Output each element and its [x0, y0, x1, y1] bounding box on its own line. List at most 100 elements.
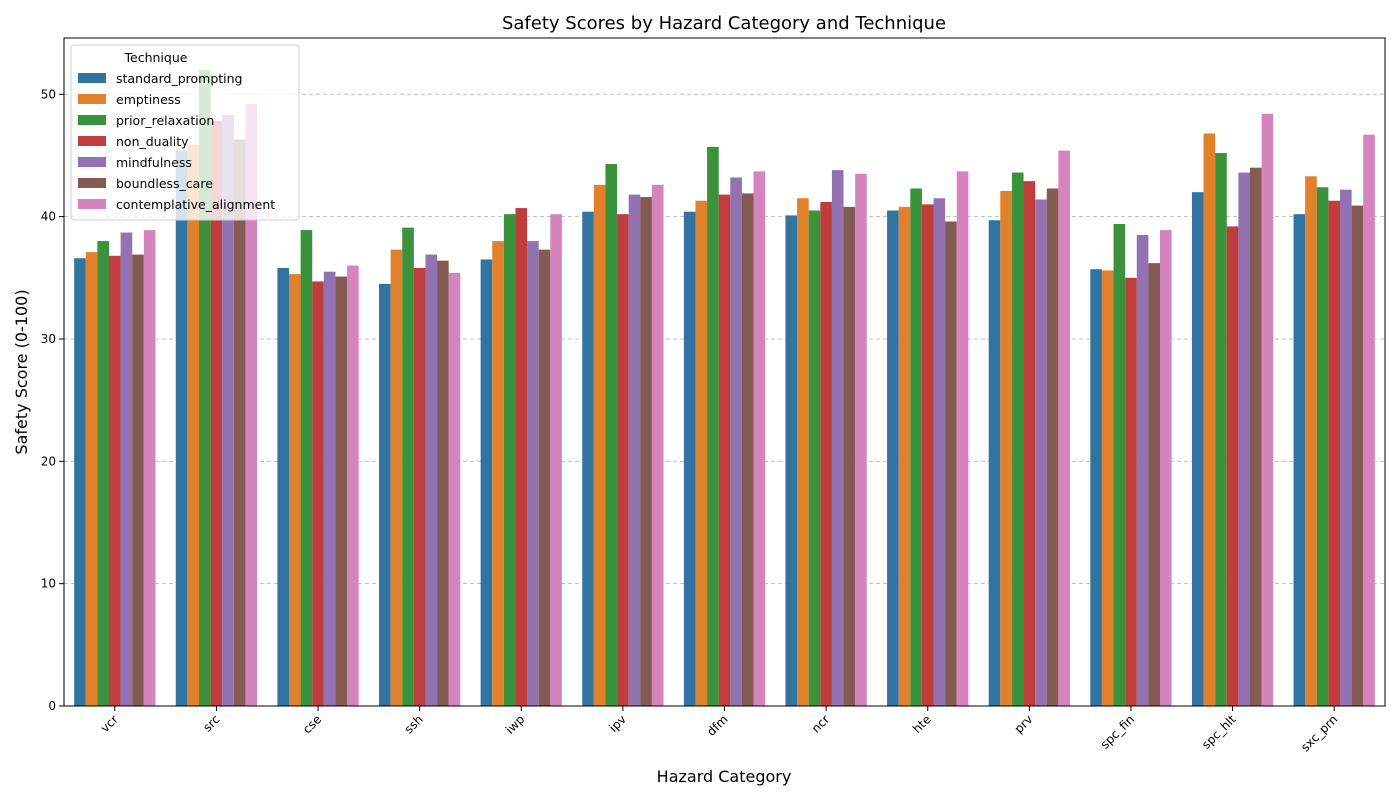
bar-hte-prior_relaxation [910, 188, 922, 706]
x-tick-label: ncr [809, 712, 832, 735]
bar-src-prior_relaxation [199, 69, 211, 707]
bar-dfm-boundless_care [741, 193, 754, 706]
bar-dfm-non_duality [718, 194, 731, 706]
y-tick-label: 10 [41, 577, 56, 591]
x-tick-label: spc_hlt [1199, 712, 1239, 752]
bar-dfm-standard_prompting [683, 211, 696, 706]
bar-dfm-prior_relaxation [707, 146, 719, 706]
bar-prv-mindfulness [1035, 199, 1047, 706]
bar-src-boundless_care [233, 139, 246, 707]
bar-iwp-non_duality [515, 208, 528, 707]
bar-prv-standard_prompting [988, 220, 1001, 707]
x-tick-label: cse [300, 712, 324, 736]
y-tick-label: 40 [41, 210, 56, 224]
bar-ssh-prior_relaxation [402, 227, 414, 706]
legend-swatch-mindfulness [78, 157, 106, 167]
legend-swatch-emptiness [78, 94, 106, 104]
bar-hte-non_duality [921, 204, 934, 706]
bar-src-non_duality [210, 121, 223, 706]
y-axis-label: Safety Score (0-100) [12, 289, 31, 454]
bar-iwp-boundless_care [538, 249, 551, 706]
legend-swatch-standard_prompting [78, 73, 106, 83]
bar-spc_hlt-contemplative_alignment [1261, 113, 1274, 707]
legend-label-non_duality: non_duality [116, 134, 189, 149]
bar-hte-mindfulness [933, 198, 946, 706]
bar-dfm-mindfulness [730, 177, 742, 706]
bar-hte-emptiness [898, 206, 911, 707]
bar-prv-boundless_care [1046, 188, 1059, 706]
bar-iwp-prior_relaxation [503, 214, 516, 706]
x-axis-label: Hazard Category [657, 767, 792, 786]
legend-label-standard_prompting: standard_prompting [116, 71, 242, 86]
y-tick-label: 30 [41, 332, 56, 346]
bar-vcr-contemplative_alignment [143, 230, 156, 707]
y-tick-label: 20 [41, 454, 56, 468]
bar-spc_fin-contemplative_alignment [1159, 230, 1172, 707]
bar-spc_fin-boundless_care [1148, 263, 1160, 706]
bar-spc_hlt-prior_relaxation [1215, 153, 1227, 706]
bar-ipv-standard_prompting [582, 211, 594, 706]
bar-sxc_prn-emptiness [1305, 176, 1317, 706]
bar-ssh-mindfulness [425, 254, 438, 707]
bar-ssh-standard_prompting [379, 283, 391, 706]
bar-prv-contemplative_alignment [1058, 150, 1070, 707]
legend-swatch-prior_relaxation [78, 115, 106, 125]
bar-spc_fin-mindfulness [1136, 234, 1149, 706]
y-tick-label: 0 [48, 699, 56, 713]
bar-spc_hlt-boundless_care [1249, 167, 1262, 706]
bar-vcr-prior_relaxation [97, 241, 110, 707]
legend-label-contemplative_alignment: contemplative_alignment [116, 197, 275, 212]
bar-hte-boundless_care [945, 221, 957, 706]
legend-label-mindfulness: mindfulness [116, 155, 192, 170]
bar-sxc_prn-boundless_care [1351, 205, 1364, 706]
bar-ipv-boundless_care [640, 197, 652, 707]
bar-vcr-standard_prompting [74, 258, 86, 706]
legend: Technique standard_prompting emptiness prio… [70, 44, 300, 221]
bar-cse-prior_relaxation [300, 230, 313, 707]
bar-ncr-contemplative_alignment [855, 173, 867, 707]
bar-spc_hlt-standard_prompting [1191, 192, 1204, 707]
bar-src-emptiness [187, 144, 200, 706]
bar-ipv-emptiness [593, 184, 606, 707]
bar-ncr-prior_relaxation [808, 210, 821, 706]
bar-spc_hlt-mindfulness [1238, 172, 1250, 707]
bar-cse-standard_prompting [277, 268, 290, 706]
bar-vcr-non_duality [109, 255, 121, 706]
legend-title: Technique [124, 50, 188, 65]
x-tick-label: sxc_prn [1298, 712, 1340, 754]
x-tick-label: src [200, 712, 222, 734]
bar-hte-standard_prompting [887, 210, 899, 706]
bar-iwp-mindfulness [527, 241, 539, 707]
y-tick-label: 50 [41, 87, 56, 101]
legend-swatch-boundless_care [78, 178, 106, 188]
bar-sxc_prn-prior_relaxation [1316, 187, 1329, 706]
bar-dfm-emptiness [695, 200, 708, 706]
bar-sxc_prn-standard_prompting [1293, 214, 1306, 706]
x-tick-label: spc_fin [1098, 712, 1137, 751]
bar-ssh-contemplative_alignment [448, 272, 461, 706]
bar-cse-mindfulness [323, 271, 336, 706]
bar-ssh-non_duality [413, 268, 426, 706]
bar-prv-non_duality [1023, 181, 1036, 707]
bar-src-standard_prompting [175, 150, 188, 707]
x-tick-label: iwp [503, 712, 528, 737]
bar-spc_hlt-non_duality [1226, 226, 1239, 706]
bars-layer [74, 69, 1375, 707]
chart-title: Safety Scores by Hazard Category and Tec… [502, 13, 946, 34]
x-tick-label: dfm [704, 712, 731, 739]
bar-ncr-boundless_care [843, 206, 856, 707]
legend-swatch-contemplative_alignment [78, 199, 106, 209]
legend-box [70, 44, 300, 221]
x-tick-label: ssh [402, 712, 426, 736]
x-tick-label: ipv [606, 712, 629, 735]
bar-dfm-contemplative_alignment [753, 171, 766, 706]
bar-sxc_prn-contemplative_alignment [1363, 134, 1375, 707]
plot-frame [63, 37, 1386, 707]
bar-ipv-contemplative_alignment [651, 184, 664, 707]
bar-ncr-mindfulness [831, 170, 844, 707]
bar-ncr-non_duality [820, 201, 832, 706]
bar-ipv-prior_relaxation [605, 164, 618, 706]
bar-vcr-mindfulness [120, 232, 133, 706]
bar-src-contemplative_alignment [245, 104, 258, 707]
